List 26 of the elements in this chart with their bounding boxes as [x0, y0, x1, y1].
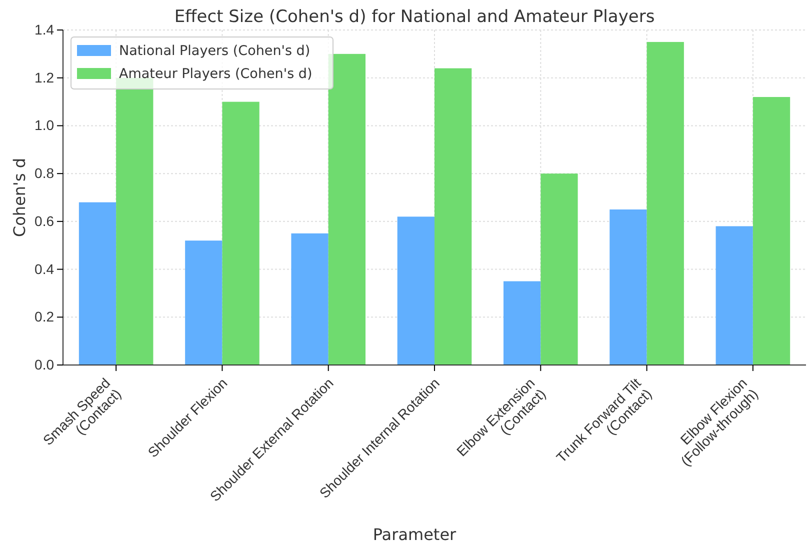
y-tick-label: 1.0	[34, 117, 54, 134]
bar	[185, 240, 222, 365]
y-tick-label: 1.4	[34, 21, 54, 38]
legend-label: Amateur Players (Cohen's d)	[119, 66, 312, 82]
bar	[434, 68, 472, 365]
bar	[328, 54, 366, 365]
bar	[716, 226, 753, 365]
y-tick-label: 0.6	[34, 212, 54, 229]
bar	[78, 202, 116, 365]
bar	[503, 281, 541, 365]
chart-title: Effect Size (Cohen's d) for National and Amateur Players	[174, 7, 655, 27]
bar	[752, 97, 790, 365]
bar	[646, 42, 684, 365]
x-axis-title: Parameter	[372, 525, 457, 544]
y-tick-label: 0.8	[34, 165, 54, 182]
bar	[397, 216, 434, 365]
legend-label: National Players (Cohen's d)	[119, 43, 310, 59]
y-tick-label: 0.2	[34, 308, 54, 325]
y-tick-label: 0.0	[34, 356, 54, 372]
bar	[540, 174, 578, 365]
bar	[222, 102, 260, 365]
y-tick-label: 0.4	[34, 260, 54, 277]
bar	[610, 209, 647, 365]
bar	[291, 233, 328, 365]
y-axis-title: Cohen's d	[10, 158, 29, 238]
y-tick-label: 1.2	[34, 69, 54, 86]
